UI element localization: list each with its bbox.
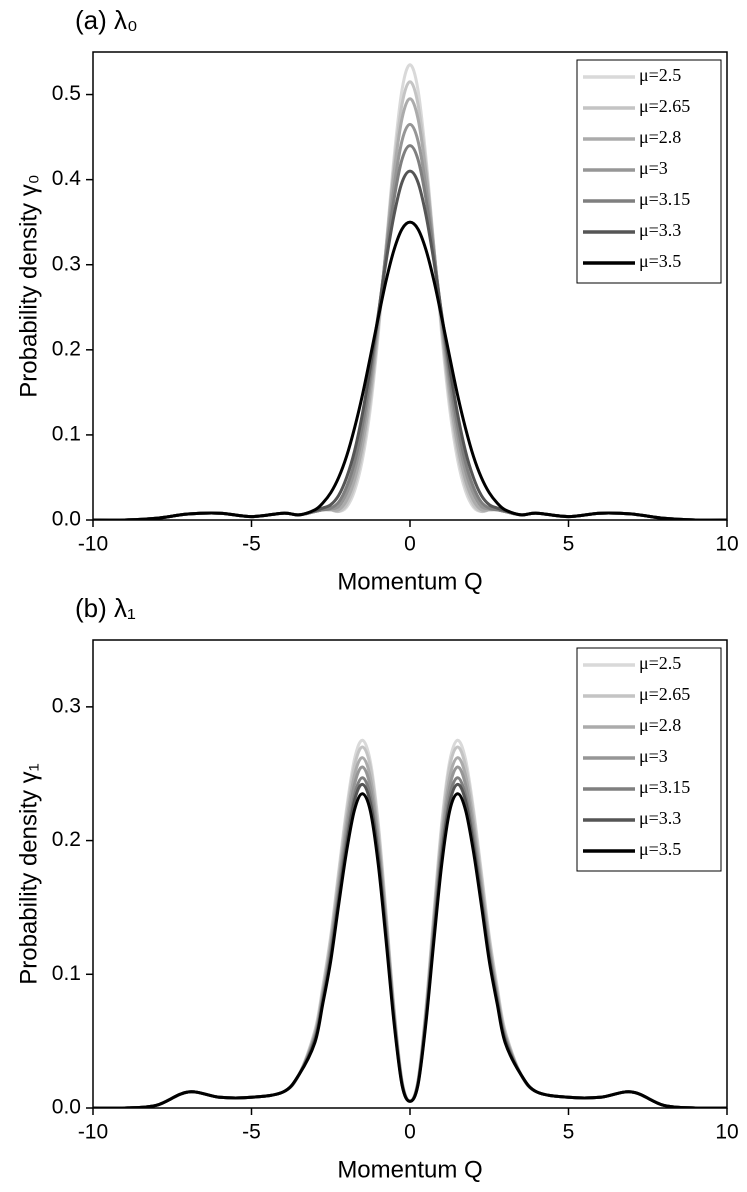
- x-tick-label: -5: [242, 533, 261, 556]
- x-tick-label: 10: [715, 1121, 738, 1144]
- y-tick-label: 0.0: [52, 1096, 81, 1119]
- legend-label: μ=3.5: [639, 839, 681, 859]
- x-tick-label: -10: [78, 533, 108, 556]
- y-axis-title: Probability density γ₁: [15, 763, 42, 985]
- legend-label: μ=3.15: [639, 777, 690, 797]
- x-tick-label: 0: [404, 1121, 416, 1144]
- plot-frame: [92, 639, 728, 1109]
- x-tick-label: 0: [404, 533, 416, 556]
- y-tick-label: 0.3: [52, 694, 81, 717]
- legend-label: μ=2.8: [639, 715, 681, 735]
- legend: μ=2.5 μ=2.65 μ=2.8 μ=3 μ=3.15 μ=3.3 μ=3.5: [576, 647, 722, 872]
- y-tick-label: 0.1: [52, 962, 81, 985]
- x-tick-label: 5: [563, 1121, 575, 1144]
- legend-label: μ=3: [639, 158, 668, 178]
- lines: [93, 738, 727, 1108]
- x-tick-label: 5: [563, 533, 575, 556]
- legend-label: μ=2.5: [639, 653, 681, 673]
- legend-label: μ=3.15: [639, 189, 690, 209]
- x-tick-label: -5: [242, 1121, 261, 1144]
- y-axis-title: Probability density γ₀: [15, 174, 42, 397]
- legend-label: μ=3.3: [639, 220, 681, 240]
- y-tick-label: 0.5: [52, 82, 81, 105]
- legend-label: μ=2.5: [639, 65, 681, 85]
- y-tick-label: 0.1: [52, 422, 81, 445]
- lines: [93, 63, 727, 520]
- x-tick-label: 10: [715, 533, 738, 556]
- data-line: [93, 792, 727, 1108]
- x-axis-title: Momentum Q: [337, 568, 482, 595]
- x-tick-label: -10: [78, 1121, 108, 1144]
- legend-label: μ=3: [639, 746, 668, 766]
- y-tick-label: 0.3: [52, 252, 81, 275]
- panel: (a) λ₀ Momentum Q Probability density γ₀ -1…: [15, 5, 738, 595]
- legend-label: μ=3.3: [639, 808, 681, 828]
- legend-label: μ=2.65: [639, 96, 690, 116]
- legend: μ=2.5 μ=2.65 μ=2.8 μ=3 μ=3.15 μ=3.3 μ=3.5: [576, 59, 722, 284]
- y-tick-label: 0.0: [52, 508, 81, 531]
- legend-label: μ=2.65: [639, 684, 690, 704]
- legend-label: μ=3.5: [639, 251, 681, 271]
- panel-title: (b) λ₁: [75, 593, 136, 623]
- y-tick-label: 0.4: [52, 167, 82, 190]
- y-tick-label: 0.2: [52, 828, 81, 851]
- plot-frame: [92, 51, 728, 521]
- y-tick-label: 0.2: [52, 337, 81, 360]
- data-line: [93, 220, 727, 520]
- x-axis-title: Momentum Q: [337, 1156, 482, 1183]
- panel: (b) λ₁ Momentum Q Probability density γ₁ -1…: [15, 593, 738, 1183]
- panel-title: (a) λ₀: [75, 5, 138, 35]
- legend-label: μ=2.8: [639, 127, 681, 147]
